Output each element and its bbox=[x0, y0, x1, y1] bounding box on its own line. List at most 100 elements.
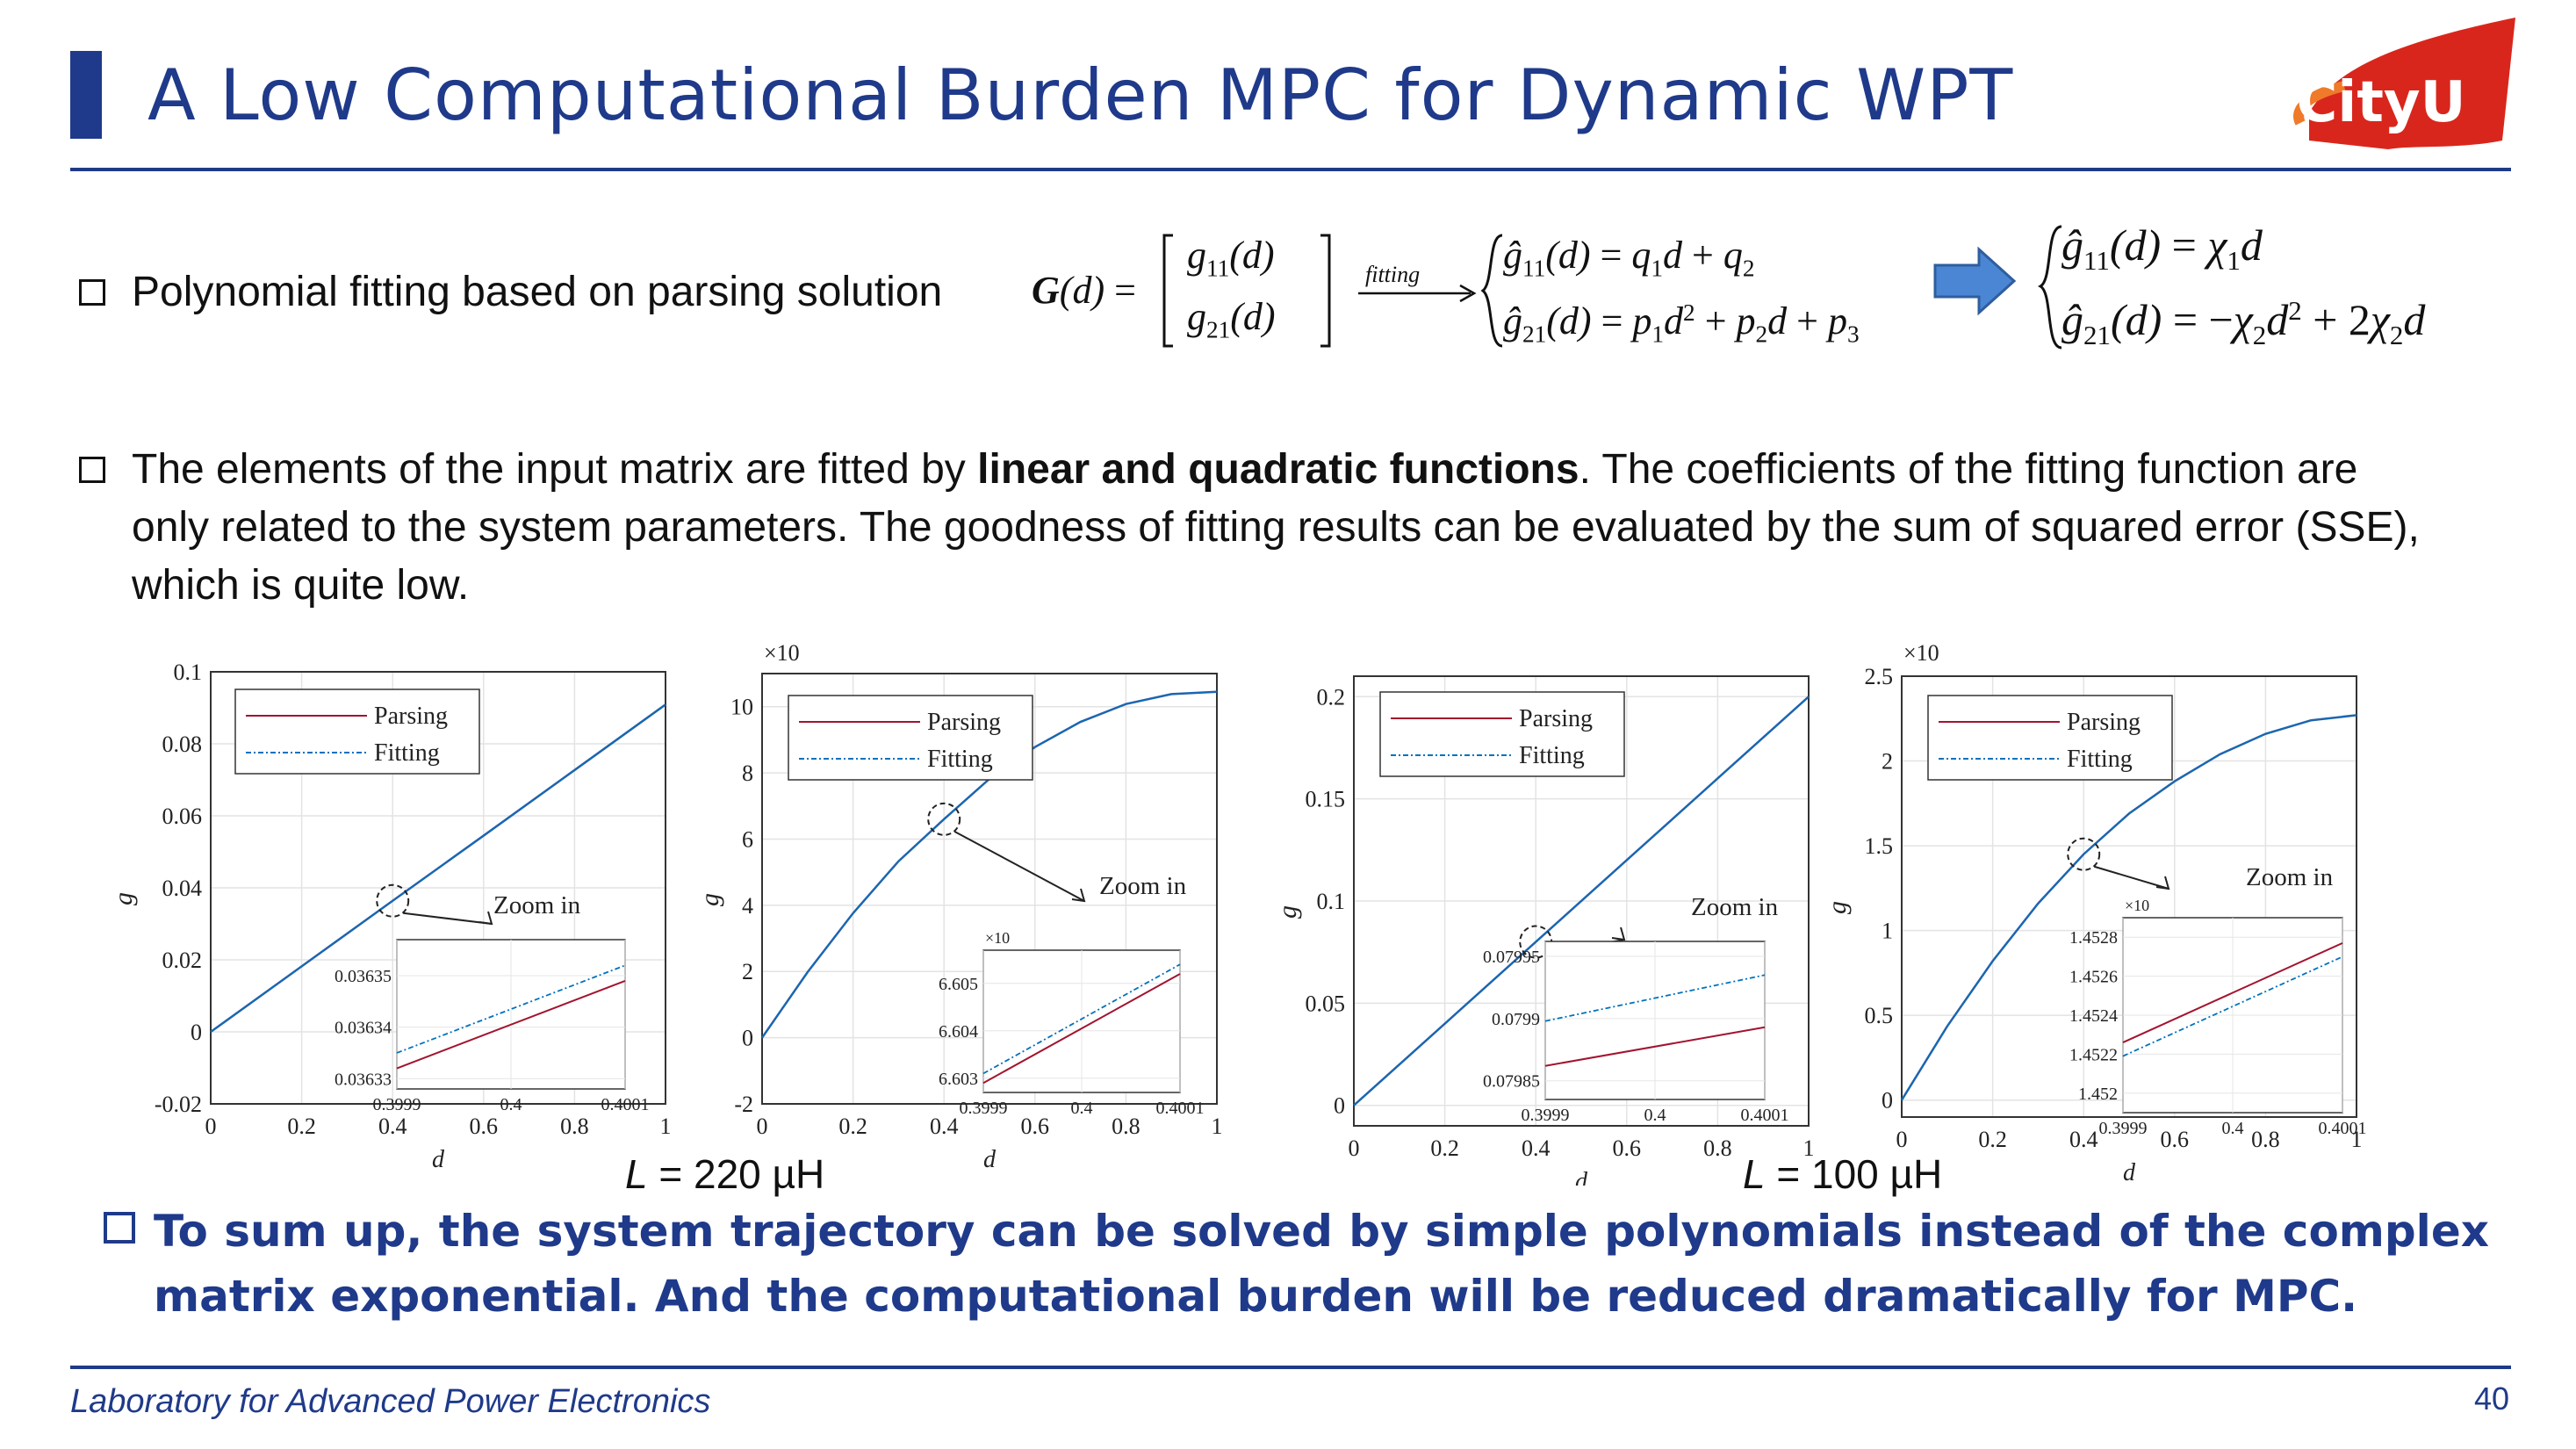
x-tick-label: 0.4 bbox=[1522, 1135, 1551, 1161]
inset-y-tick-label: 6.605 bbox=[939, 975, 978, 994]
inset-x-tick-label: 0.4001 bbox=[2319, 1119, 2367, 1138]
inset-exponent: ×10 bbox=[2125, 897, 2149, 914]
inset-y-tick-label: 0.07995 bbox=[1483, 948, 1540, 967]
zoom-in-label: Zoom in bbox=[2246, 863, 2334, 891]
inset-y-tick-label: 1.4528 bbox=[2069, 928, 2118, 948]
inset-y-tick-label: 0.03635 bbox=[335, 967, 392, 986]
zoom-in-label: Zoom in bbox=[1691, 893, 1779, 921]
page-number: 40 bbox=[2473, 1381, 2509, 1417]
x-axis-label: d bbox=[983, 1146, 997, 1173]
zoom-marker-circle bbox=[376, 883, 410, 918]
eq-g11-chi: ĝ11(d) = χ1d bbox=[2062, 220, 2263, 276]
brace-icon-2 bbox=[2037, 225, 2062, 350]
caption-L100: L = 100 µH bbox=[1743, 1151, 1943, 1197]
inset-y-tick-label: 1.4522 bbox=[2069, 1045, 2118, 1064]
y-tick-label: 2 bbox=[1882, 749, 1893, 775]
y-tick-label: 0 bbox=[1334, 1093, 1345, 1119]
legend-box bbox=[1927, 695, 2173, 781]
inset-x-tick-label: 0.4001 bbox=[1156, 1099, 1205, 1118]
series-line-fitting bbox=[1901, 714, 2357, 1101]
y-axis-label: g bbox=[1823, 901, 1852, 914]
x-tick-label: 0.8 bbox=[1112, 1114, 1140, 1139]
x-tick-label: 0.6 bbox=[470, 1114, 499, 1139]
inset-fitting-line bbox=[2122, 955, 2343, 1057]
x-axis-label: d bbox=[2123, 1159, 2136, 1186]
x-tick-label: 1 bbox=[1212, 1114, 1223, 1139]
y-tick-label: 0.02 bbox=[162, 948, 203, 973]
legend-label-parsing: Parsing bbox=[374, 703, 448, 730]
axes-frame bbox=[1901, 675, 2357, 1118]
eq-G-of-d: G(d) = bbox=[1032, 269, 1136, 312]
series-line-parsing bbox=[210, 703, 666, 1034]
plot-g21-L220: 00.20.40.60.81-20246810×10-4dg21ParsingF… bbox=[695, 641, 1223, 1173]
bullet-input-matrix-fitting: The elements of the input matrix are fit… bbox=[132, 446, 2420, 609]
logo-text: CityU bbox=[2296, 70, 2465, 135]
x-tick-label: 0 bbox=[757, 1114, 768, 1139]
zoom-arrowhead bbox=[1611, 926, 1626, 941]
inset-x-tick-label: 0.4001 bbox=[601, 1095, 650, 1114]
plot-g21-L100: 00.20.40.60.8100.511.522.5×10-3dg21Parsi… bbox=[1823, 641, 2367, 1186]
brace-icon bbox=[1480, 234, 1503, 348]
y-tick-label: 2 bbox=[742, 959, 753, 984]
summary-box-icon bbox=[104, 1212, 135, 1244]
x-tick-label: 0 bbox=[205, 1114, 217, 1139]
x-tick-label: 0 bbox=[1349, 1135, 1360, 1161]
series-line-fitting bbox=[1353, 696, 1810, 1107]
y-tick-label: 0.1 bbox=[1317, 889, 1346, 914]
eq-g21-chi: ĝ21(d) = −χ2d2 + 2χ2d bbox=[2062, 294, 2426, 350]
legend-label-fitting: Fitting bbox=[374, 739, 440, 767]
fitting-arrow-icon bbox=[1358, 284, 1477, 303]
x-tick-label: 0.2 bbox=[1978, 1127, 2007, 1152]
x-axis-label: d bbox=[1575, 1168, 1588, 1186]
inset-x-tick-label: 0.4 bbox=[1644, 1106, 1666, 1125]
inset-x-tick-label: 0.3999 bbox=[2099, 1119, 2148, 1138]
y-tick-label: -0.02 bbox=[155, 1092, 202, 1117]
footer-rule bbox=[70, 1366, 2511, 1369]
axis-exponent: ×10 bbox=[1903, 641, 1939, 666]
zoom-arrow bbox=[403, 912, 493, 925]
y-tick-label: 10 bbox=[730, 695, 753, 720]
y-tick-label: 0.1 bbox=[174, 660, 203, 685]
y-tick-label: 0.15 bbox=[1306, 787, 1346, 812]
inset-x-tick-label: 0.4 bbox=[2222, 1119, 2244, 1138]
y-axis-label: g bbox=[109, 892, 138, 905]
footer-lab-name: Laboratory for Advanced Power Electronic… bbox=[70, 1383, 711, 1420]
zoom-in-label: Zoom in bbox=[1099, 872, 1187, 900]
x-tick-label: 0.2 bbox=[287, 1114, 316, 1139]
inset-fitting-line bbox=[982, 963, 1181, 1075]
y-tick-label: 0.2 bbox=[1317, 684, 1346, 710]
x-tick-label: 0.4 bbox=[930, 1114, 959, 1139]
x-tick-label: 1 bbox=[1803, 1135, 1815, 1161]
plot-g11-L100: 00.20.40.60.8100.050.10.150.2dg11Parsing… bbox=[1273, 675, 1815, 1186]
bullet-box-icon-2 bbox=[79, 457, 105, 483]
inset-y-tick-label: 1.4524 bbox=[2069, 1006, 2118, 1026]
y-tick-label: 0 bbox=[1882, 1088, 1893, 1114]
inset-y-tick-label: 6.604 bbox=[939, 1022, 978, 1042]
y-tick-label: 8 bbox=[742, 761, 753, 786]
zoom-arrow bbox=[953, 830, 1085, 902]
axes-frame bbox=[1353, 675, 1810, 1127]
block-arrow-icon bbox=[1933, 246, 2017, 316]
eq-g21-fit: ĝ21(d) = p1d2 + p2d + p3 bbox=[1503, 299, 1860, 348]
summary-text: To sum up, the system trajectory can be … bbox=[154, 1206, 2489, 1322]
zoom-arrowhead bbox=[2155, 876, 2170, 890]
inset-y-tick-label: 6.603 bbox=[939, 1070, 978, 1089]
zoom-marker-circle bbox=[927, 802, 961, 836]
legend-label-parsing: Parsing bbox=[2067, 709, 2141, 736]
x-tick-label: 1 bbox=[660, 1114, 672, 1139]
bullet-box-icon bbox=[79, 279, 105, 306]
y-tick-label: 0.04 bbox=[162, 876, 203, 901]
inset-x-tick-label: 0.3999 bbox=[960, 1099, 1008, 1118]
inset-y-tick-label: 1.452 bbox=[2078, 1085, 2118, 1104]
zoom-marker-circle bbox=[2067, 837, 2101, 871]
x-axis-label: d bbox=[432, 1146, 445, 1173]
inset-x-tick-label: 0.4001 bbox=[1741, 1106, 1789, 1125]
inset-parsing-line bbox=[2122, 941, 2343, 1043]
x-tick-label: 0.4 bbox=[378, 1114, 407, 1139]
legend-box bbox=[788, 695, 1033, 781]
header-rule bbox=[70, 168, 2511, 171]
eq-g11-fit: ĝ11(d) = q1d + q2 bbox=[1503, 234, 1755, 282]
legend-label-parsing: Parsing bbox=[927, 709, 1001, 736]
y-tick-label: 0.08 bbox=[162, 732, 203, 757]
y-tick-label: 4 bbox=[742, 893, 753, 919]
